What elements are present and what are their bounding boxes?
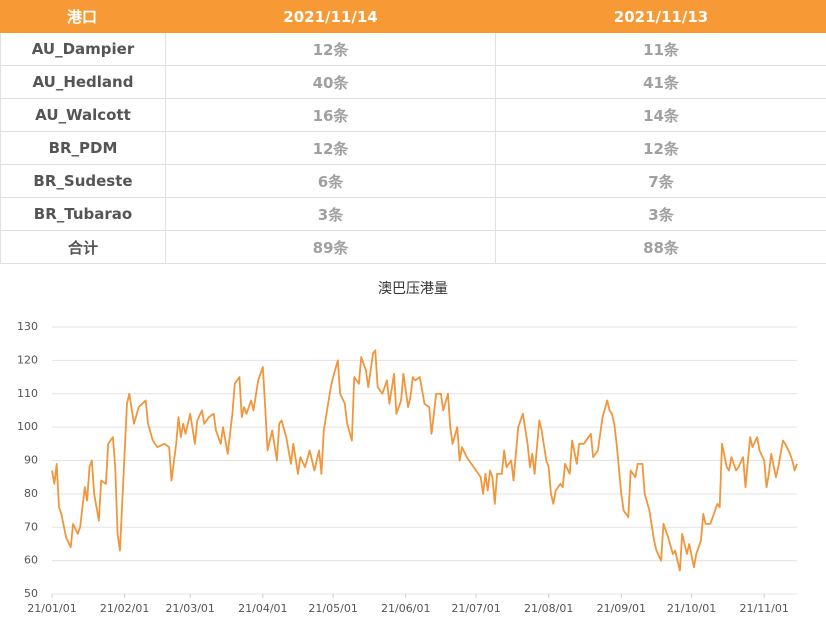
port-cell: BR_Tubarao (0, 197, 166, 231)
x-tick-label: 21/11/01 (739, 602, 788, 615)
y-tick-label: 100 (17, 420, 38, 433)
count-cell: 12条 (495, 131, 826, 165)
x-tick-label: 21/02/01 (100, 602, 149, 615)
count-cell: 41条 (495, 65, 826, 99)
x-tick-label: 21/03/01 (166, 602, 215, 615)
x-tick-label: 21/04/01 (238, 602, 287, 615)
y-tick-label: 90 (24, 454, 38, 467)
y-tick-label: 120 (17, 353, 38, 366)
data-line (51, 349, 798, 572)
port-cell: 合计 (0, 230, 166, 264)
count-cell: 3条 (165, 197, 496, 231)
count-cell: 7条 (495, 164, 826, 198)
port-cell: AU_Dampier (0, 32, 166, 66)
y-tick-label: 80 (24, 487, 38, 500)
port-cell: AU_Walcott (0, 98, 166, 132)
port-cell: BR_PDM (0, 131, 166, 165)
port-cell: BR_Sudeste (0, 164, 166, 198)
y-tick-label: 50 (24, 587, 38, 600)
header-row: 港口 2021/11/14 2021/11/13 (0, 0, 826, 33)
header-cell: 2021/11/14 (165, 0, 496, 33)
count-cell: 88条 (495, 230, 826, 264)
count-cell: 16条 (165, 98, 496, 132)
port-table: 港口 2021/11/14 2021/11/13 AU_Dampier 12条 11… (0, 0, 826, 264)
count-cell: 14条 (495, 98, 826, 132)
table-row: AU_Hedland 40条 41条 (0, 65, 826, 99)
y-tick-label: 110 (17, 387, 38, 400)
table-row: BR_PDM 12条 12条 (0, 131, 826, 165)
chart-title: 澳巴压港量 (378, 281, 448, 297)
header-cell: 2021/11/13 (495, 0, 826, 33)
y-tick-label: 60 (24, 554, 38, 567)
count-cell: 11条 (495, 32, 826, 66)
y-tick-label: 70 (24, 520, 38, 533)
table-row: BR_Sudeste 6条 7条 (0, 164, 826, 198)
table-row: AU_Walcott 16条 14条 (0, 98, 826, 132)
table-row: 合计 89条 88条 (0, 230, 826, 264)
count-cell: 3条 (495, 197, 826, 231)
table-row: AU_Dampier 12条 11条 (0, 32, 826, 66)
chart: 澳巴压港量 50 60 70 80 90 100 110 120 130 21/01/01 21/0… (17, 281, 798, 615)
header-cell: 港口 (0, 0, 166, 33)
count-cell: 12条 (165, 32, 496, 66)
x-tick-label: 21/10/01 (667, 602, 716, 615)
x-tick-label: 21/07/01 (451, 602, 500, 615)
port-cell: AU_Hedland (0, 65, 166, 99)
y-tick-label: 130 (17, 320, 38, 333)
x-tick-label: 21/09/01 (597, 602, 646, 615)
x-tick-label: 21/06/01 (381, 602, 430, 615)
count-cell: 6条 (165, 164, 496, 198)
count-cell: 40条 (165, 65, 496, 99)
x-tick-label: 21/08/01 (524, 602, 573, 615)
table-row: BR_Tubarao 3条 3条 (0, 197, 826, 231)
count-cell: 12条 (165, 131, 496, 165)
count-cell: 89条 (165, 230, 496, 264)
x-tick-label: 21/05/01 (308, 602, 357, 615)
x-tick-label: 21/01/01 (27, 602, 76, 615)
